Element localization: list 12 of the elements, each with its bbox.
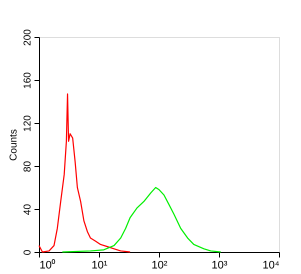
x-tick-label: 10² <box>152 260 168 272</box>
y-tick-label: 80 <box>22 160 34 172</box>
y-tick-label: 160 <box>22 72 34 89</box>
y-tick-label: 0 <box>22 249 34 256</box>
y-tick-label: 40 <box>22 204 34 216</box>
x-tick-label: 10⁰ <box>40 258 56 272</box>
y-tick-label: 120 <box>22 114 34 132</box>
x-tick-label: 10⁴ <box>262 260 280 272</box>
x-tick-label: 10¹ <box>92 260 108 272</box>
x-tick-label: 10³ <box>212 260 228 272</box>
y-axis-title: Counts <box>8 129 20 161</box>
y-tick-label: 200 <box>22 28 34 46</box>
